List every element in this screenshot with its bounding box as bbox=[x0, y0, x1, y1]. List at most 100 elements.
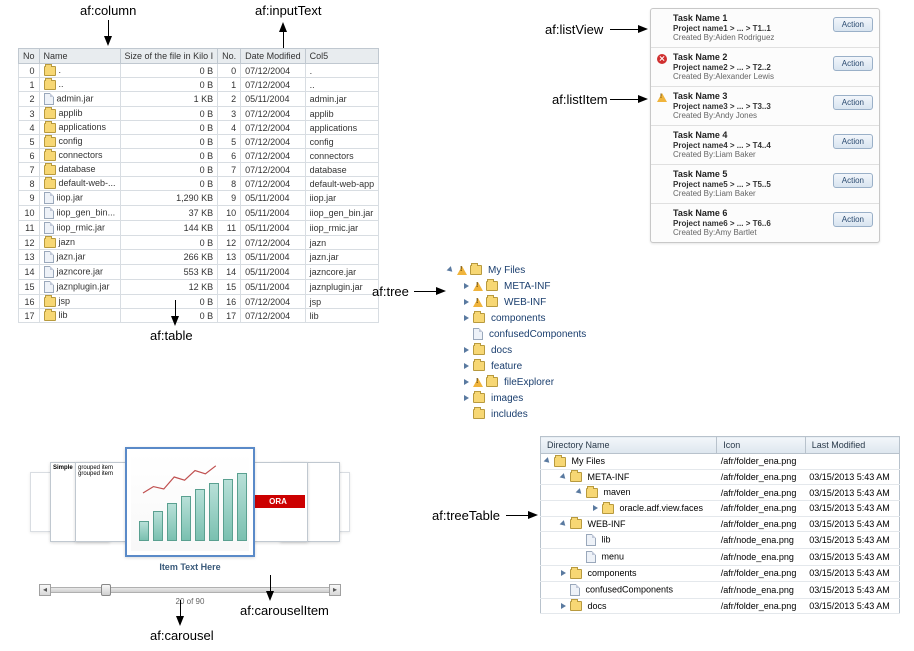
carousel-side-item[interactable]: ORA bbox=[248, 462, 308, 542]
arrow-down-icon bbox=[266, 591, 274, 601]
carousel-slider[interactable]: ◂ ▸ bbox=[40, 587, 340, 593]
treetable-row[interactable]: META-INF/afr/folder_ena.png03/15/2013 5:… bbox=[541, 469, 900, 485]
carousel-center-item[interactable] bbox=[125, 447, 255, 557]
tree-node[interactable]: components bbox=[448, 310, 586, 326]
label-af-inputtext: af:inputText bbox=[255, 3, 322, 18]
tree-node[interactable]: confusedComponents bbox=[448, 326, 586, 342]
table-row[interactable]: 11iiop_rmic.jar144 KB1105/11/2004iiop_rm… bbox=[19, 221, 379, 236]
list-item[interactable]: Task Name 2Project name2 > ... > T2..2Cr… bbox=[651, 48, 879, 87]
treetable-row[interactable]: WEB-INF/afr/folder_ena.png03/15/2013 5:4… bbox=[541, 516, 900, 532]
disclosure-icon[interactable] bbox=[464, 315, 469, 321]
disclosure-icon[interactable] bbox=[464, 395, 469, 401]
treetable-row[interactable]: menu/afr/node_ena.png03/15/2013 5:43 AM bbox=[541, 549, 900, 566]
table-row[interactable]: 14jazncore.jar553 KB1405/11/2004jazncore… bbox=[19, 265, 379, 280]
folder-icon bbox=[570, 569, 582, 579]
file-icon bbox=[586, 551, 596, 563]
disclosure-icon[interactable] bbox=[464, 299, 469, 305]
table-row[interactable]: 6connectors0 B607/12/2004connectors bbox=[19, 149, 379, 163]
column-header[interactable]: Directory Name bbox=[541, 437, 717, 454]
treetable-row[interactable]: maven/afr/folder_ena.png03/15/2013 5:43 … bbox=[541, 485, 900, 501]
disclosure-icon[interactable] bbox=[464, 379, 469, 385]
tree-node[interactable]: includes bbox=[448, 406, 586, 422]
warning-icon bbox=[473, 298, 483, 307]
list-item[interactable]: Task Name 5Project name5 > ... > T5..5Cr… bbox=[651, 165, 879, 204]
table-row[interactable]: 12jazn0 B1207/12/2004jazn bbox=[19, 236, 379, 250]
list-item[interactable]: Task Name 4Project name4 > ... > T4..4Cr… bbox=[651, 126, 879, 165]
tree-table[interactable]: Directory NameIconLast Modified My Files… bbox=[540, 436, 900, 614]
treetable-row[interactable]: components/afr/folder_ena.png03/15/2013 … bbox=[541, 566, 900, 582]
slider-prev-button[interactable]: ◂ bbox=[39, 584, 51, 596]
disclosure-icon[interactable] bbox=[576, 488, 584, 496]
data-table[interactable]: NoNameSize of the file in Kilo INo.Date … bbox=[18, 48, 379, 323]
treetable-row[interactable]: My Files/afr/folder_ena.png bbox=[541, 454, 900, 470]
listview-widget: Task Name 1Project name1 > ... > T1..1Cr… bbox=[650, 8, 880, 243]
side-badge: ORA bbox=[251, 495, 305, 508]
action-button[interactable]: Action bbox=[833, 17, 873, 32]
action-button[interactable]: Action bbox=[833, 56, 873, 71]
table-row[interactable]: 17lib0 B1707/12/2004lib bbox=[19, 309, 379, 323]
tree-widget[interactable]: My FilesMETA-INF WEB-INF components confuse… bbox=[448, 262, 586, 422]
tree-node[interactable]: docs bbox=[448, 342, 586, 358]
tree-node[interactable]: fileExplorer bbox=[448, 374, 586, 390]
tree-node[interactable]: images bbox=[448, 390, 586, 406]
action-button[interactable]: Action bbox=[833, 95, 873, 110]
table-row[interactable]: 8default-web-...0 B807/12/2004default-we… bbox=[19, 177, 379, 191]
tree-node[interactable]: My Files bbox=[448, 262, 586, 278]
table-row[interactable]: 1..0 B107/12/2004.. bbox=[19, 78, 379, 92]
tree-label: images bbox=[491, 393, 523, 404]
treetable-row[interactable]: lib/afr/node_ena.png03/15/2013 5:43 AM bbox=[541, 532, 900, 549]
arrow-line bbox=[414, 291, 438, 292]
table-row[interactable]: 3applib0 B307/12/2004applib bbox=[19, 107, 379, 121]
column-header[interactable]: Size of the file in Kilo I bbox=[120, 49, 218, 64]
label-af-carouselitem: af:carouselItem bbox=[240, 603, 329, 618]
tree-node[interactable]: WEB-INF bbox=[448, 294, 586, 310]
disclosure-icon[interactable] bbox=[561, 570, 566, 576]
folder-icon bbox=[44, 109, 56, 119]
treetable-row[interactable]: confusedComponents/afr/node_ena.png03/15… bbox=[541, 581, 900, 598]
disclosure-icon[interactable] bbox=[464, 283, 469, 289]
tree-label: WEB-INF bbox=[504, 297, 546, 308]
column-header[interactable]: Date Modified bbox=[241, 49, 306, 64]
treetable-row[interactable]: docs/afr/folder_ena.png03/15/2013 5:43 A… bbox=[541, 598, 900, 614]
slider-next-button[interactable]: ▸ bbox=[329, 584, 341, 596]
action-button[interactable]: Action bbox=[833, 134, 873, 149]
table-row[interactable]: 10iiop_gen_bin...37 KB1005/11/2004iiop_g… bbox=[19, 206, 379, 221]
side-text: grouped item bbox=[78, 471, 113, 477]
list-item[interactable]: Task Name 6Project name6 > ... > T6..6Cr… bbox=[651, 204, 879, 242]
carousel-widget[interactable]: Simple grouped item grouped item ORA Ite… bbox=[30, 442, 350, 612]
table-row[interactable]: 4applications0 B407/12/2004applications bbox=[19, 121, 379, 135]
column-header[interactable]: Name bbox=[39, 49, 120, 64]
disclosure-icon[interactable] bbox=[464, 363, 469, 369]
action-button[interactable]: Action bbox=[833, 173, 873, 188]
table-row[interactable]: 5config0 B507/12/2004config bbox=[19, 135, 379, 149]
table-row[interactable]: 2admin.jar1 KB205/11/2004admin.jar bbox=[19, 92, 379, 107]
action-button[interactable]: Action bbox=[833, 212, 873, 227]
treetable-row[interactable]: oracle.adf.view.faces/afr/folder_ena.png… bbox=[541, 500, 900, 516]
tree-node[interactable]: feature bbox=[448, 358, 586, 374]
disclosure-icon[interactable] bbox=[464, 347, 469, 353]
table-row[interactable]: 9iiop.jar1,290 KB905/11/2004iiop.jar bbox=[19, 191, 379, 206]
column-header[interactable]: No bbox=[19, 49, 40, 64]
disclosure-icon[interactable] bbox=[447, 266, 455, 274]
disclosure-icon[interactable] bbox=[593, 505, 598, 511]
list-item[interactable]: Task Name 1Project name1 > ... > T1..1Cr… bbox=[651, 9, 879, 48]
tree-node[interactable]: META-INF bbox=[448, 278, 586, 294]
table-row[interactable]: 15jaznplugin.jar12 KB1505/11/2004jaznplu… bbox=[19, 280, 379, 295]
slider-thumb[interactable] bbox=[101, 584, 111, 596]
file-icon bbox=[44, 281, 54, 293]
column-header[interactable]: Icon bbox=[717, 437, 805, 454]
folder-icon bbox=[602, 504, 614, 514]
disclosure-icon[interactable] bbox=[560, 473, 568, 481]
column-header[interactable]: No. bbox=[218, 49, 241, 64]
disclosure-icon[interactable] bbox=[544, 457, 552, 465]
table-row[interactable]: 0.0 B007/12/2004. bbox=[19, 64, 379, 78]
table-row[interactable]: 7database0 B707/12/2004database bbox=[19, 163, 379, 177]
column-header[interactable]: Col5 bbox=[305, 49, 379, 64]
table-row[interactable]: 16jsp0 B1607/12/2004jsp bbox=[19, 295, 379, 309]
disclosure-icon[interactable] bbox=[561, 603, 566, 609]
table-row[interactable]: 13jazn.jar266 KB1305/11/2004jazn.jar bbox=[19, 250, 379, 265]
disclosure-icon[interactable] bbox=[560, 520, 568, 528]
column-header[interactable]: Last Modified bbox=[805, 437, 899, 454]
list-item[interactable]: Task Name 3Project name3 > ... > T3..3Cr… bbox=[651, 87, 879, 126]
tree-label: confusedComponents bbox=[489, 329, 586, 340]
